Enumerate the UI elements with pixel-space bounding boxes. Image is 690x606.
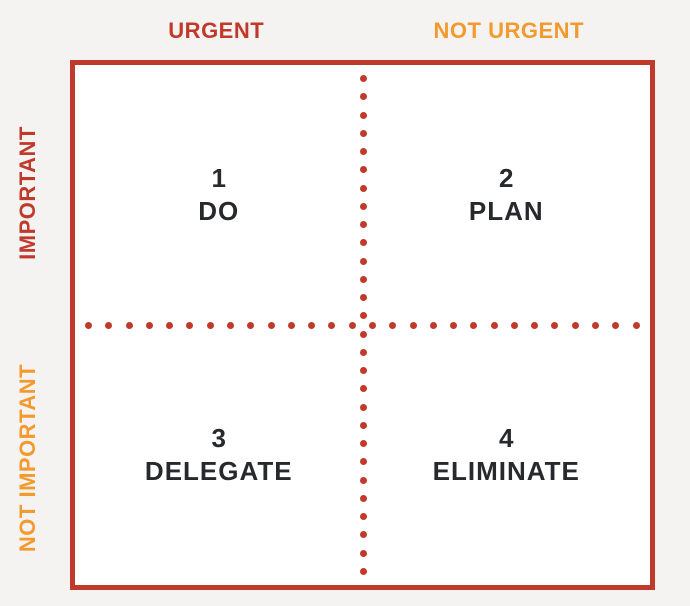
quadrant-2-plan: 2 PLAN — [363, 65, 651, 325]
row-header-important: IMPORTANT — [15, 126, 41, 260]
quadrant-label: DELEGATE — [145, 456, 293, 487]
quadrant-1-do: 1 DO — [75, 65, 363, 325]
quadrant-number: 3 — [212, 423, 226, 454]
row-headers: IMPORTANT NOT IMPORTANT — [8, 60, 48, 590]
row-header-not-important: NOT IMPORTANT — [15, 363, 41, 551]
quadrant-label: ELIMINATE — [433, 456, 580, 487]
quadrant-label: PLAN — [469, 196, 544, 227]
quadrant-label: DO — [198, 196, 239, 227]
eisenhower-matrix: 1 DO 2 PLAN 3 DELEGATE 4 ELIMINATE — [70, 60, 655, 590]
column-headers: URGENT NOT URGENT — [70, 18, 655, 44]
quadrant-4-eliminate: 4 ELIMINATE — [363, 325, 651, 585]
vertical-divider-dots — [359, 65, 367, 585]
quadrant-number: 2 — [499, 163, 513, 194]
column-header-not-urgent: NOT URGENT — [363, 18, 656, 44]
column-header-urgent: URGENT — [70, 18, 363, 44]
quadrant-number: 4 — [499, 423, 513, 454]
quadrant-3-delegate: 3 DELEGATE — [75, 325, 363, 585]
quadrant-number: 1 — [212, 163, 226, 194]
